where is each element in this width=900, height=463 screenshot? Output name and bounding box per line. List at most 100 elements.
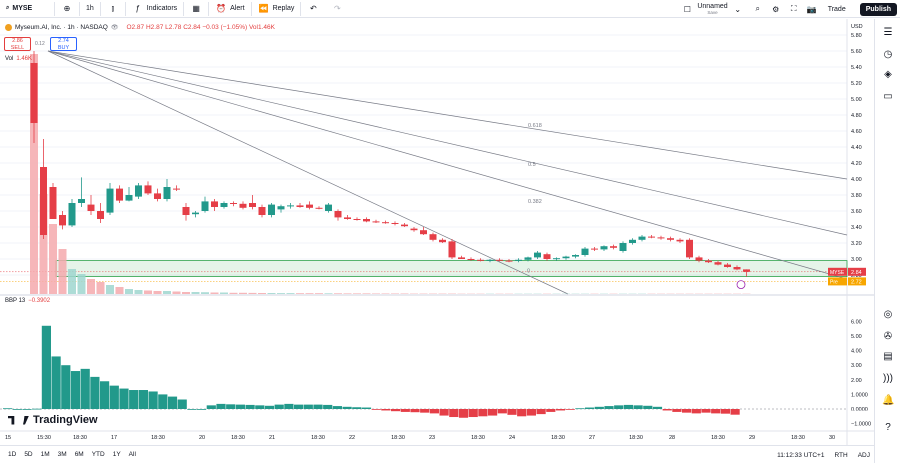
price-axis[interactable]: USD 5.80 5.60 5.40 5.20 5.00 4.80 4.60 4.40 4.20 4…	[828, 24, 866, 286]
layout-square-icon[interactable]: ☐	[683, 4, 691, 14]
candle-body	[87, 204, 95, 211]
price-tick-label: 3.60	[851, 209, 862, 215]
layout-templates-button[interactable]: ▦	[184, 1, 210, 16]
volume-bar	[353, 293, 361, 294]
target-icon[interactable]: ◎	[883, 309, 893, 320]
volume-legend-name: Vol	[5, 56, 14, 62]
candle-body	[125, 195, 133, 201]
time-tick-label: 18:30	[311, 435, 325, 441]
bbp-bar	[662, 409, 672, 411]
hotlist-icon[interactable]: ✇	[883, 331, 893, 342]
legend-title: Myseum.AI, Inc. · 1h · NASDAQ	[15, 24, 108, 31]
chart-type-button[interactable]: ⫾	[101, 1, 126, 16]
alerts-clock-icon[interactable]: ◷	[883, 49, 893, 60]
time-tick-label: 23	[429, 435, 435, 441]
undo-icon: ↶	[310, 4, 317, 13]
candle-body	[401, 224, 408, 227]
bbp-axis[interactable]: 6.00 5.00 4.00 3.00 2.00 1.0000 0.0000 −1.0000	[848, 319, 874, 428]
volume-legend-value: 1.46K	[16, 56, 33, 62]
candle-body	[572, 255, 579, 257]
indicators-button[interactable]: ƒ Indicators	[126, 1, 185, 16]
price-label-value: 2.72	[851, 279, 862, 285]
range-all[interactable]: All	[128, 451, 136, 458]
range-ytd[interactable]: YTD	[91, 451, 105, 458]
bbp-bar	[672, 409, 682, 412]
volume-bar	[58, 249, 67, 294]
layout-name[interactable]: Unnamed Save	[697, 3, 727, 15]
range-3m[interactable]: 3M	[57, 451, 67, 458]
candle-body	[372, 221, 380, 223]
settings-icon[interactable]: ⚙	[772, 4, 780, 14]
volume-bar	[400, 293, 409, 294]
watchlist-icon[interactable]: ☰	[883, 27, 893, 38]
price-tick-label: 3.20	[851, 241, 862, 247]
bell-icon[interactable]: 🔔	[882, 395, 895, 406]
bbp-bar	[284, 403, 294, 409]
undo-button[interactable]: ↶	[301, 2, 325, 16]
bbp-tick-label: 1.0000	[851, 392, 868, 398]
session-toggle[interactable]: RTH	[834, 451, 848, 459]
time-tick-label: 21	[269, 435, 275, 441]
layers-icon[interactable]: ◈	[884, 69, 892, 80]
chart-canvas[interactable]: 0.618 0.5 0.382 0 USD 5.80 5.60 5.40 5.20 5.00 4.…	[0, 19, 874, 445]
volume-bar	[362, 293, 371, 294]
bbp-bar	[3, 408, 13, 410]
range-1m[interactable]: 1M	[40, 451, 50, 458]
clock-text[interactable]: 11:12:33 UTC+1	[777, 451, 825, 459]
candle-body	[581, 248, 589, 255]
candle-body	[676, 239, 684, 242]
volume-bar	[125, 289, 133, 294]
chat-icon[interactable]: ▭	[883, 91, 893, 102]
bbp-bar	[517, 409, 527, 417]
bbp-bar	[361, 407, 372, 409]
bbp-bar	[400, 409, 410, 412]
candle-body	[296, 205, 304, 207]
candle-body	[410, 228, 418, 231]
search-icon[interactable]: ⌕	[755, 4, 760, 13]
volume-bar	[77, 274, 86, 294]
chevron-down-icon[interactable]: ⌄	[734, 4, 742, 14]
symbol-search[interactable]: ⌕ MYSE	[3, 1, 55, 16]
range-5d[interactable]: 5D	[24, 451, 33, 458]
help-icon[interactable]: ?	[885, 422, 891, 433]
publish-button[interactable]: Publish	[859, 2, 897, 16]
eye-icon[interactable]: 👁	[110, 25, 119, 31]
price-label-value-bg	[848, 267, 866, 276]
volume-bar	[315, 293, 323, 294]
trade-button[interactable]: Trade	[827, 5, 846, 13]
bbp-bar	[458, 409, 469, 418]
sell-button[interactable]: 2.86 SELL	[4, 37, 31, 51]
candle-body	[173, 188, 180, 190]
interval-button[interactable]: 1h	[80, 1, 101, 16]
tradingview-mark-icon	[8, 415, 15, 425]
bbp-bar	[32, 408, 42, 410]
adj-toggle[interactable]: ADJ	[857, 451, 870, 459]
range-1y[interactable]: 1Y	[112, 451, 121, 458]
bbp-bar	[623, 404, 633, 409]
fib-fan-line	[47, 50, 848, 236]
indicators-icon: ƒ	[135, 4, 141, 13]
volume-bar	[372, 293, 380, 294]
alert-button[interactable]: ⏰ Alert	[209, 1, 252, 16]
bbp-bar	[216, 403, 226, 409]
bbp-bar	[61, 365, 71, 409]
bbp-pane	[0, 325, 847, 418]
buy-button[interactable]: 2.74 BUY	[50, 37, 77, 51]
price-tick-label: 5.80	[851, 33, 862, 39]
time-axis[interactable]: 15 15:30 18:30 17 18:30 20 18:30 21 18:30 22 18:30…	[5, 435, 835, 441]
range-1d[interactable]: 1D	[8, 451, 17, 458]
bbp-bar	[575, 408, 585, 410]
calendar-icon[interactable]: ▤	[883, 351, 893, 362]
camera-icon[interactable]: 📷	[806, 4, 817, 14]
symbol-logo-icon	[5, 24, 12, 31]
broadcast-icon[interactable]: )))	[883, 373, 893, 384]
add-symbol-button[interactable]: ⊕	[55, 1, 80, 16]
candle-body	[182, 207, 190, 215]
fullscreen-icon[interactable]: ⛶	[790, 4, 797, 13]
volume-bar	[153, 291, 162, 294]
range-6m[interactable]: 6M	[74, 451, 84, 458]
price-tick-label: 5.00	[851, 97, 862, 103]
redo-button[interactable]: ↷	[325, 2, 349, 16]
replay-button[interactable]: ⏪ Replay	[252, 1, 302, 16]
candle-body	[344, 217, 351, 219]
